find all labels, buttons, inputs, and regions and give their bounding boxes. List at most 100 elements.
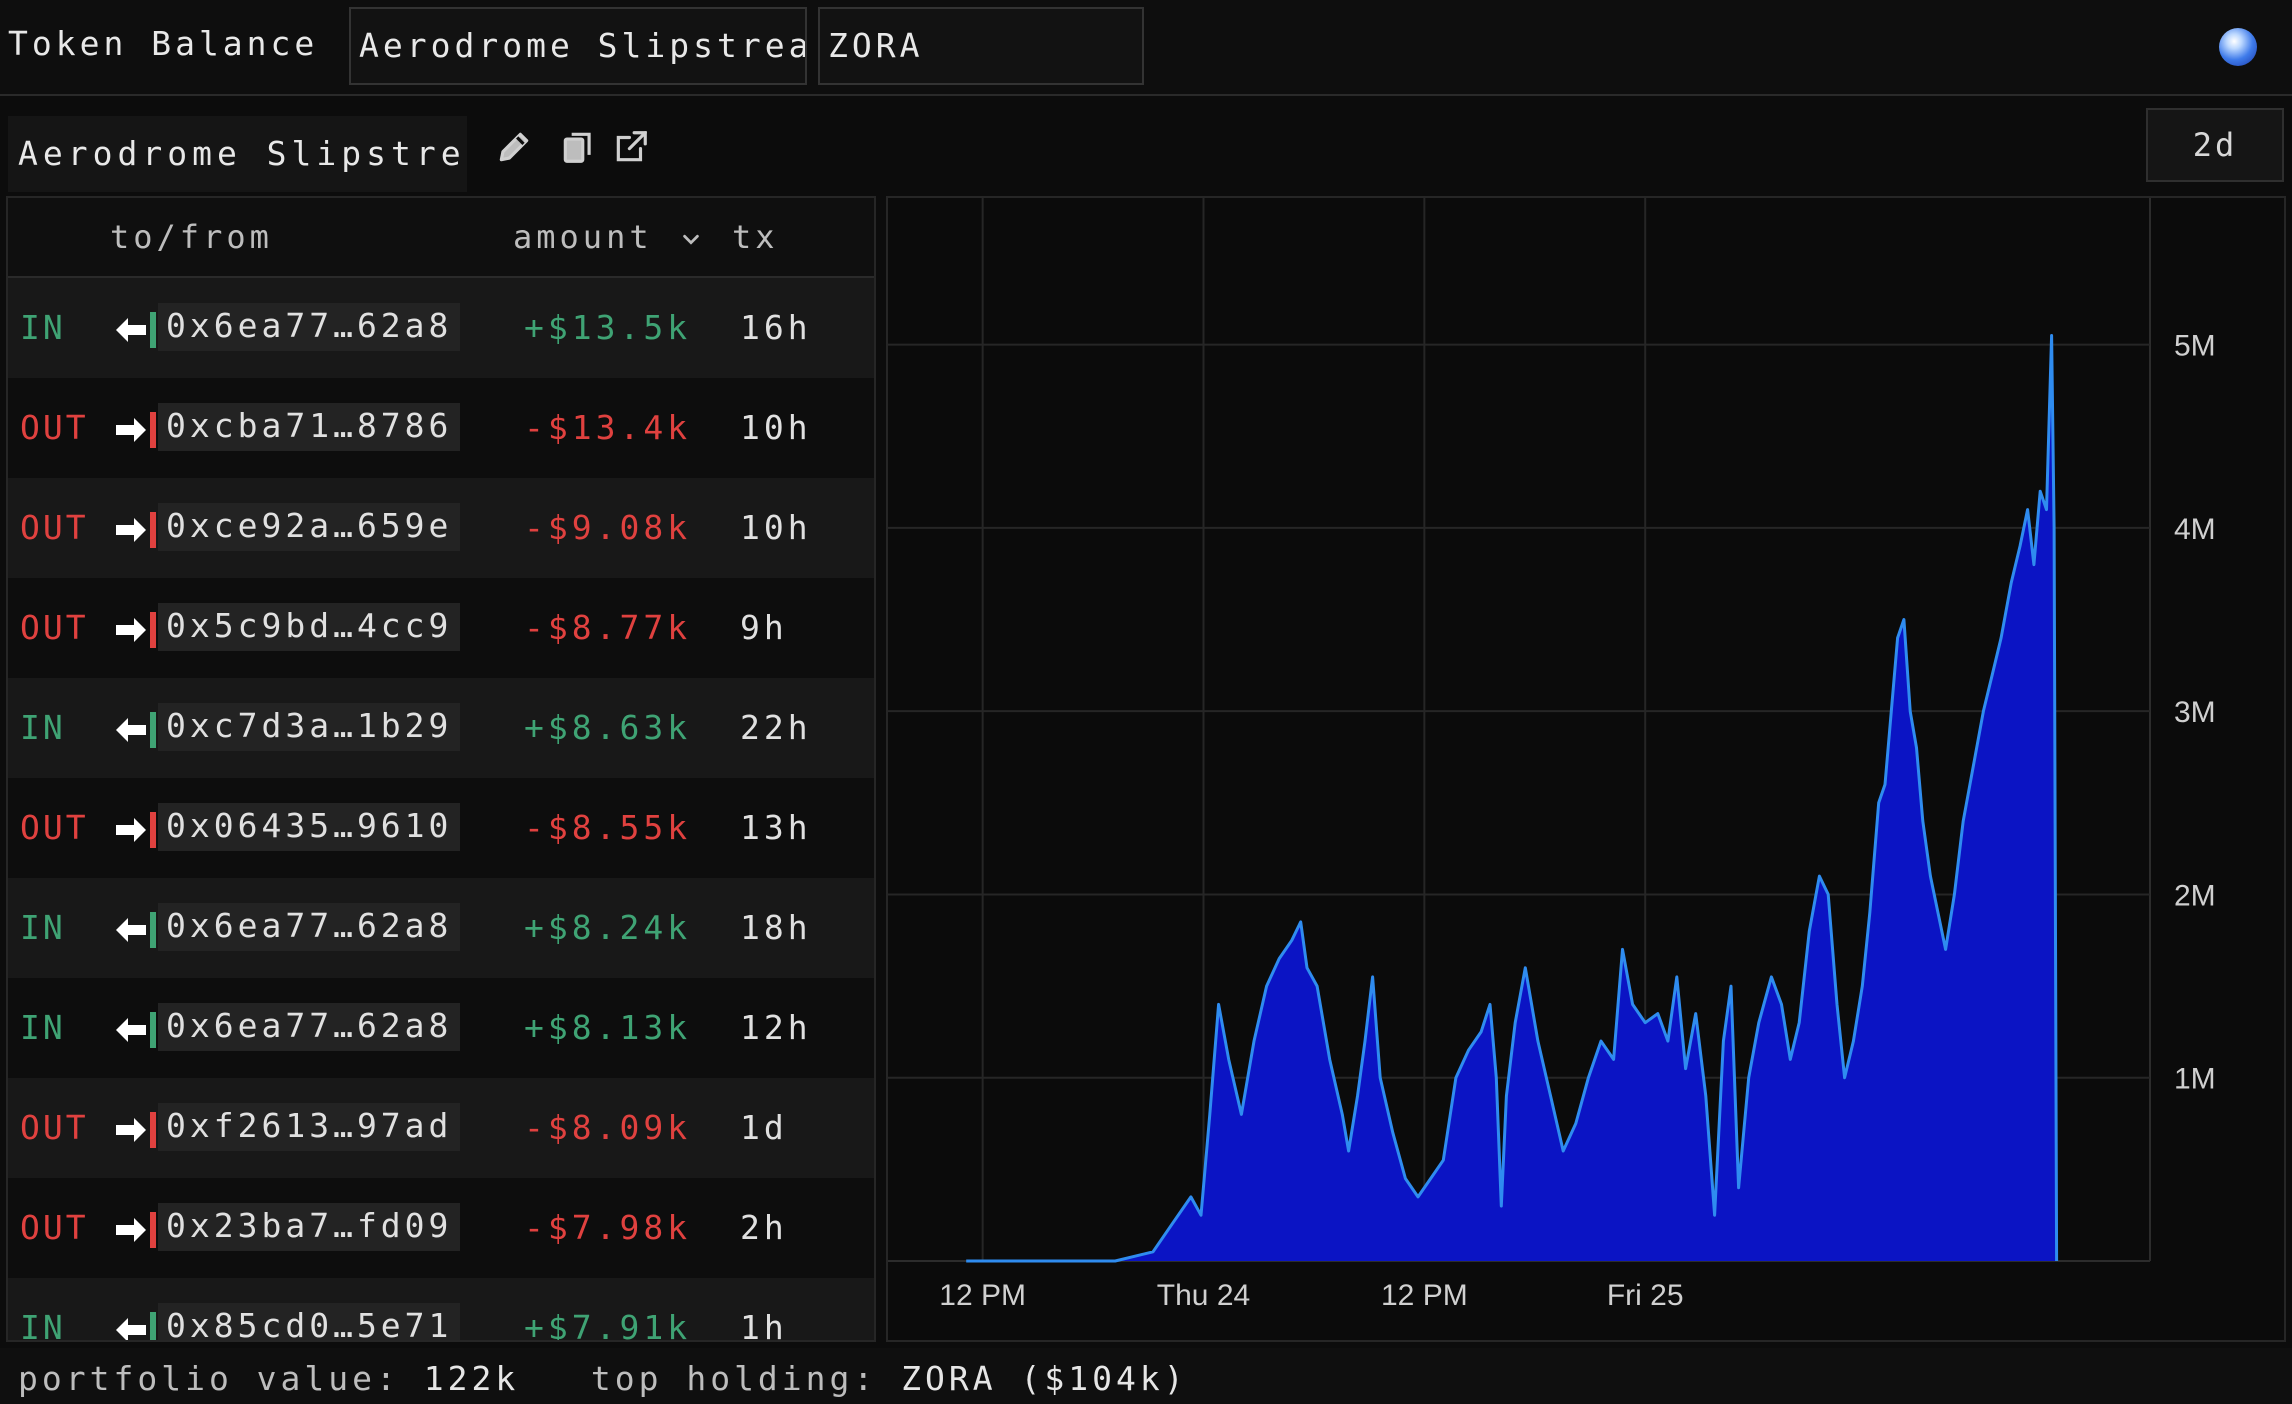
protocol-selector[interactable]: Aerodrome Slipstream	[349, 7, 807, 85]
balance-area	[966, 335, 2057, 1261]
address-chip[interactable]: 0x85cd0…5e71	[158, 1303, 461, 1340]
table-row[interactable]: OUT 0xf2613…97ad -$8.09k 1d	[8, 1078, 874, 1178]
table-row[interactable]: IN 0x6ea77…62a8 +$8.24k 18h	[8, 878, 874, 978]
tx-age[interactable]: 12h	[740, 1008, 812, 1047]
tx-age[interactable]: 22h	[740, 708, 812, 747]
tx-age[interactable]: 10h	[740, 408, 812, 447]
x-tick-label: Thu 24	[1157, 1279, 1250, 1312]
arrow-out-icon	[116, 612, 156, 648]
table-row[interactable]: OUT 0xcba71…8786 -$13.4k 10h	[8, 378, 874, 478]
y-tick-label: 4M	[2174, 513, 2216, 546]
amount-value: +$7.91k	[524, 1308, 692, 1342]
token-name-field[interactable]: Aerodrome Slipstream	[8, 116, 467, 192]
y-tick-label: 5M	[2174, 330, 2216, 363]
top-holding-label: top holding:	[590, 1359, 878, 1398]
address-chip[interactable]: 0x6ea77…62a8	[158, 303, 461, 351]
status-footer: portfolio value: 122k top holding: ZORA …	[0, 1348, 2292, 1404]
y-tick-label: 1M	[2174, 1063, 2216, 1096]
direction-label: OUT	[20, 608, 89, 647]
arrow-out-icon	[116, 812, 156, 848]
table-row[interactable]: OUT 0x06435…9610 -$8.55k 13h	[8, 778, 874, 878]
amount-value: +$8.63k	[524, 708, 692, 747]
balance-line	[966, 334, 2059, 1263]
table-row[interactable]: OUT 0x23ba7…fd09 -$7.98k 2h	[8, 1178, 874, 1278]
amount-value: +$8.24k	[524, 908, 692, 947]
chevron-down-icon	[683, 234, 699, 245]
direction-label: OUT	[20, 1108, 89, 1147]
tx-age[interactable]: 16h	[740, 308, 812, 347]
transfers-table: to/from amount tx IN 0x6ea77…62a8 +$13.5k 1…	[6, 196, 876, 1342]
table-row[interactable]: OUT 0xce92a…659e -$9.08k 10h	[8, 478, 874, 578]
x-tick-label: 12 PM	[939, 1279, 1026, 1312]
column-header-to-from[interactable]: to/from	[110, 218, 273, 256]
arrow-out-icon	[116, 512, 156, 548]
amount-value: -$9.08k	[524, 508, 692, 547]
tx-age[interactable]: 1h	[740, 1308, 788, 1342]
tx-age[interactable]: 1d	[740, 1108, 788, 1147]
amount-value: +$8.13k	[524, 1008, 692, 1047]
table-row[interactable]: OUT 0x5c9bd…4cc9 -$8.77k 9h	[8, 578, 874, 678]
address-chip[interactable]: 0xcba71…8786	[158, 403, 461, 451]
amount-value: -$8.55k	[524, 808, 692, 847]
external-link-icon[interactable]	[609, 124, 653, 170]
table-row[interactable]: IN 0x85cd0…5e71 +$7.91k 1h	[8, 1278, 874, 1342]
y-tick-label: 2M	[2174, 879, 2216, 912]
address-chip[interactable]: 0x23ba7…fd09	[158, 1203, 461, 1251]
address-chip[interactable]: 0xf2613…97ad	[158, 1103, 461, 1151]
tx-age[interactable]: 2h	[740, 1208, 788, 1247]
table-header: to/from amount tx	[8, 198, 874, 278]
table-row[interactable]: IN 0x6ea77…62a8 +$8.13k 12h	[8, 978, 874, 1078]
y-tick-label: 3M	[2174, 696, 2216, 729]
tx-age[interactable]: 10h	[740, 508, 812, 547]
amount-value: -$8.09k	[524, 1108, 692, 1147]
direction-label: IN	[20, 1008, 66, 1047]
portfolio-value-label: portfolio value:	[18, 1359, 400, 1398]
tx-age[interactable]: 13h	[740, 808, 812, 847]
x-tick-label: 12 PM	[1381, 1279, 1468, 1312]
app-title: Token Balance	[8, 24, 319, 63]
arrow-out-icon	[116, 1112, 156, 1148]
copy-icon[interactable]	[556, 124, 600, 170]
arrow-in-icon	[116, 712, 156, 748]
pencil-icon[interactable]	[492, 124, 536, 170]
direction-label: IN	[20, 908, 66, 947]
amount-value: +$13.5k	[524, 308, 692, 347]
address-chip[interactable]: 0x06435…9610	[158, 803, 461, 851]
address-chip[interactable]: 0x6ea77…62a8	[158, 1003, 461, 1051]
arrow-in-icon	[116, 312, 156, 348]
tx-age[interactable]: 18h	[740, 908, 812, 947]
column-header-tx[interactable]: tx	[732, 218, 779, 256]
x-tick-label: Fri 25	[1607, 1279, 1684, 1312]
direction-label: IN	[20, 308, 66, 347]
portfolio-value: 122k	[423, 1359, 520, 1398]
top-holding-value: ZORA ($104k)	[901, 1359, 1188, 1398]
amount-value: -$8.77k	[524, 608, 692, 647]
arrow-in-icon	[116, 1012, 156, 1048]
arrow-out-icon	[116, 1212, 156, 1248]
table-row[interactable]: IN 0xc7d3a…1b29 +$8.63k 22h	[8, 678, 874, 778]
address-chip[interactable]: 0xce92a…659e	[158, 503, 461, 551]
balance-chart-svg: 1M 2M 3M 4M 5M 12 PM Thu 24 12 PM Fri 25	[888, 198, 2216, 1312]
globe-icon[interactable]	[2219, 28, 2257, 66]
address-chip[interactable]: 0x6ea77…62a8	[158, 903, 461, 951]
direction-label: OUT	[20, 1208, 89, 1247]
address-chip[interactable]: 0x5c9bd…4cc9	[158, 603, 461, 651]
amount-value: -$13.4k	[524, 408, 692, 447]
arrow-in-icon	[116, 912, 156, 948]
direction-label: OUT	[20, 508, 89, 547]
amount-value: -$7.98k	[524, 1208, 692, 1247]
table-body: IN 0x6ea77…62a8 +$13.5k 16h OUT 0xcba71…8786 -…	[8, 278, 874, 1342]
direction-label: IN	[20, 1308, 66, 1342]
direction-label: OUT	[20, 408, 89, 447]
direction-label: OUT	[20, 808, 89, 847]
time-range-button[interactable]: 2d	[2146, 108, 2284, 182]
table-row[interactable]: IN 0x6ea77…62a8 +$13.5k 16h	[8, 278, 874, 378]
direction-label: IN	[20, 708, 66, 747]
column-header-amount[interactable]: amount	[513, 218, 699, 256]
token-selector[interactable]: ZORA	[818, 7, 1144, 85]
tx-age[interactable]: 9h	[740, 608, 788, 647]
address-chip[interactable]: 0xc7d3a…1b29	[158, 703, 461, 751]
top-bar: Token Balance Aerodrome Slipstream ZORA	[0, 0, 2292, 96]
balance-chart: 1M 2M 3M 4M 5M 12 PM Thu 24 12 PM Fri 25	[886, 196, 2286, 1342]
arrow-in-icon	[116, 1312, 156, 1340]
